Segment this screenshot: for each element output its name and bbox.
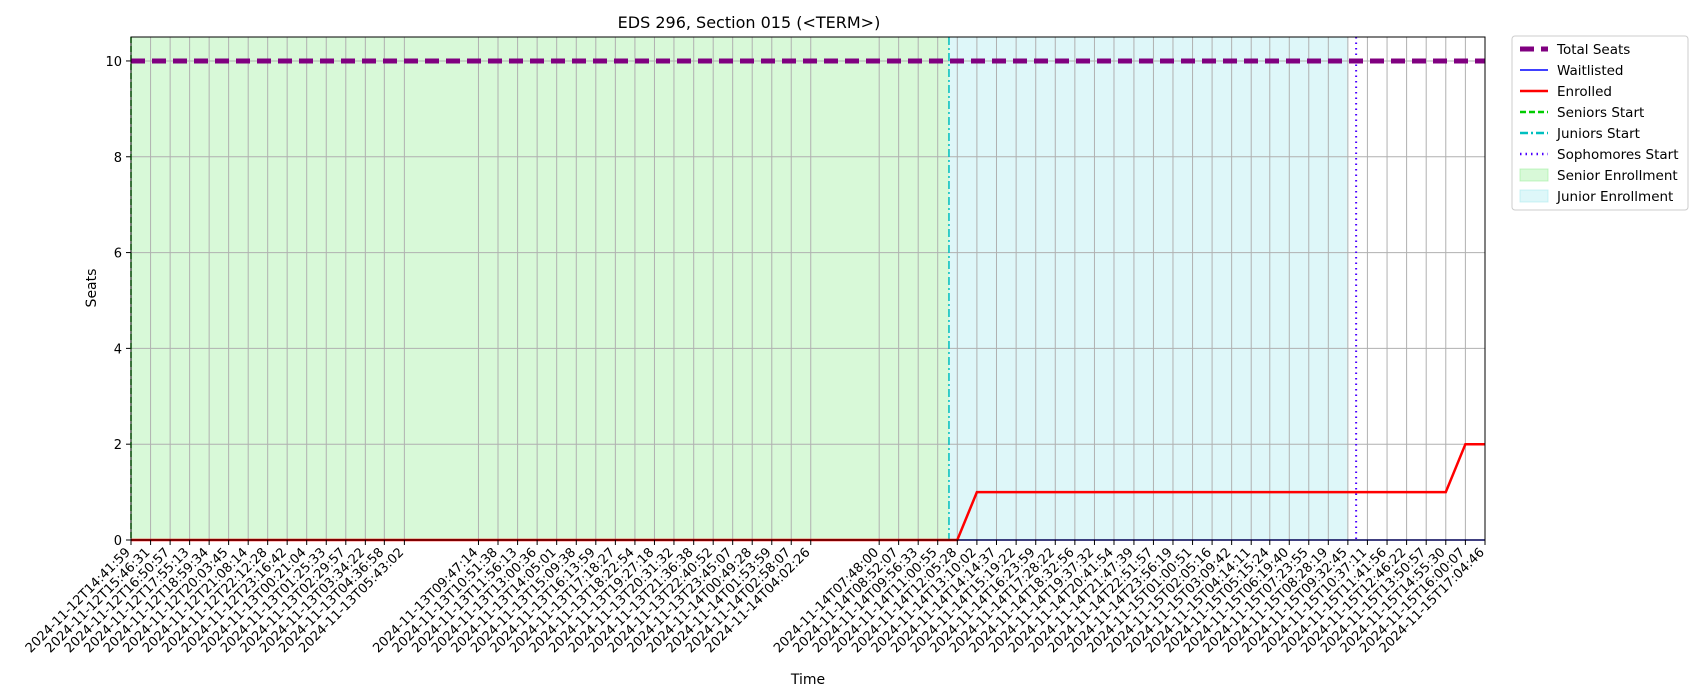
legend-label: Sophomores Start [1557,147,1679,163]
legend-label: Senior Enrollment [1557,168,1678,184]
y-tick-label: 8 [114,151,122,166]
legend-label: Enrolled [1557,84,1612,100]
y-tick-label: 6 [114,247,122,262]
span-1 [948,37,1348,540]
legend: Total Seats Waitlisted Enrolled Seniors Sta… [1511,35,1689,211]
legend-label: Seniors Start [1557,105,1644,121]
legend-swatch [1519,189,1549,203]
plot-area: 02468102024-11-12T14:41:592024-11-12T15:… [23,36,1488,656]
legend-label: Junior Enrollment [1556,189,1673,205]
span-0 [131,37,949,540]
x-axis-label: Time [790,672,825,688]
legend-label: Juniors Start [1556,126,1640,142]
y-tick-label: 10 [105,55,122,70]
legend-label: Waitlisted [1557,63,1624,79]
legend-swatch [1519,168,1549,182]
y-tick-label: 4 [114,342,122,357]
y-axis-label: Seats [84,269,100,308]
chart-title: EDS 296, Section 015 (<TERM>) [618,13,881,32]
legend-label: Total Seats [1556,42,1630,58]
plot-frame [130,36,1486,541]
legend-box [1511,35,1689,211]
y-tick-label: 0 [114,534,122,549]
y-tick-label: 2 [114,438,122,453]
